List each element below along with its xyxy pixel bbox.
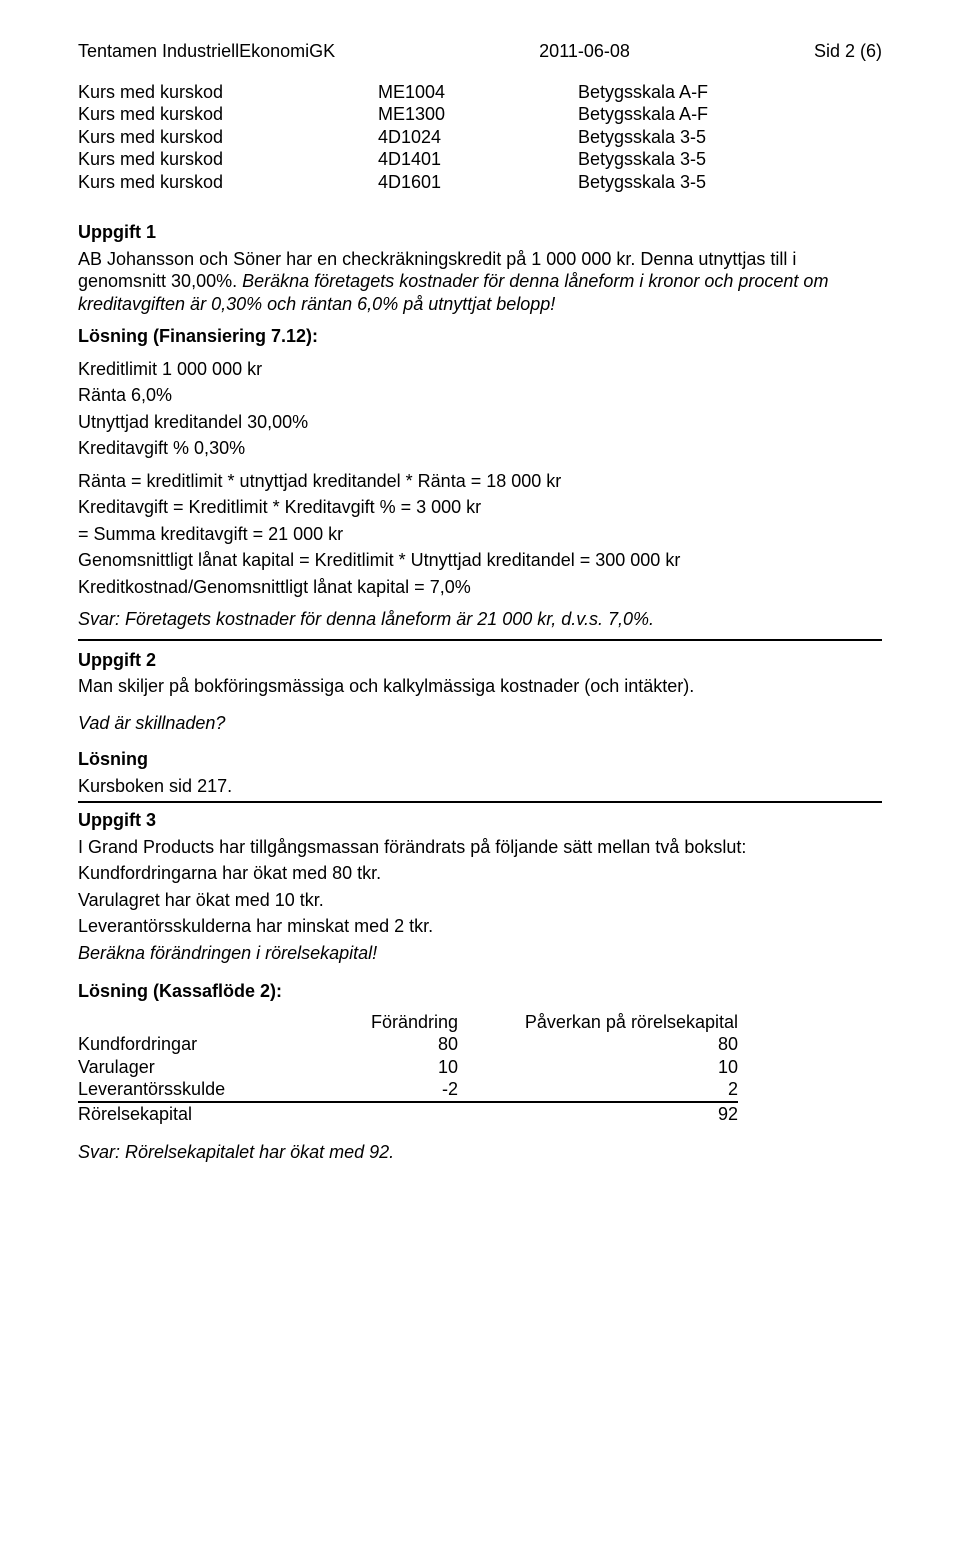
divider: [78, 639, 882, 641]
course-row: Kurs med kurskod ME1300 Betygsskala A-F: [78, 103, 882, 126]
solution-line: Kreditkostnad/Genomsnittligt lånat kapit…: [78, 576, 882, 599]
divider: [78, 801, 882, 803]
table-cell: 80: [488, 1033, 738, 1056]
course-label: Kurs med kurskod: [78, 148, 378, 171]
uppgift-2-solution-text: Kursboken sid 217.: [78, 775, 882, 798]
document-page: Tentamen IndustriellEkonomiGK 2011-06-08…: [0, 0, 960, 1541]
uppgift-3-line: Kundfordringarna har ökat med 80 tkr.: [78, 862, 882, 885]
table-cell: -2: [308, 1078, 488, 1103]
course-label: Kurs med kurskod: [78, 81, 378, 104]
table-cell: Leverantörsskulde: [78, 1078, 308, 1103]
course-scale: Betygsskala 3-5: [578, 126, 882, 149]
table-cell: Varulager: [78, 1056, 308, 1079]
uppgift-3-line: Leverantörsskulderna har minskat med 2 t…: [78, 915, 882, 938]
course-table: Kurs med kurskod ME1004 Betygsskala A-F …: [78, 81, 882, 194]
uppgift-3-line: Varulagret har ökat med 10 tkr.: [78, 889, 882, 912]
solution-line: Kreditlimit 1 000 000 kr: [78, 358, 882, 381]
uppgift-1: Uppgift 1 AB Johansson och Söner har en …: [78, 221, 882, 315]
course-row: Kurs med kurskod 4D1024 Betygsskala 3-5: [78, 126, 882, 149]
course-code: ME1004: [378, 81, 578, 104]
table-cell: [308, 1103, 488, 1126]
course-label: Kurs med kurskod: [78, 126, 378, 149]
uppgift-2-title: Uppgift 2: [78, 649, 882, 672]
table-cell: 2: [488, 1078, 738, 1103]
uppgift-1-title: Uppgift 1: [78, 221, 882, 244]
solution-line: Kreditavgift % 0,30%: [78, 437, 882, 460]
table-cell: 10: [488, 1056, 738, 1079]
solution-line: Ränta 6,0%: [78, 384, 882, 407]
uppgift-1-answer: Svar: Företagets kostnader för denna lån…: [78, 608, 882, 631]
table-row: Varulager 10 10: [78, 1056, 882, 1079]
table-cell: Kundfordringar: [78, 1033, 308, 1056]
course-scale: Betygsskala A-F: [578, 81, 882, 104]
table-cell: 80: [308, 1033, 488, 1056]
header-left: Tentamen IndustriellEkonomiGK: [78, 40, 335, 63]
course-scale: Betygsskala 3-5: [578, 148, 882, 171]
uppgift-3-text: I Grand Products har tillgångsmassan för…: [78, 836, 882, 859]
course-code: 4D1601: [378, 171, 578, 194]
course-row: Kurs med kurskod 4D1601 Betygsskala 3-5: [78, 171, 882, 194]
uppgift-3-answer: Svar: Rörelsekapitalet har ökat med 92.: [78, 1141, 882, 1164]
solution-line: Utnyttjad kreditandel 30,00%: [78, 411, 882, 434]
course-code: 4D1024: [378, 126, 578, 149]
uppgift-2-text: Man skiljer på bokföringsmässiga och kal…: [78, 675, 882, 698]
solution-line: Ränta = kreditlimit * utnyttjad kreditan…: [78, 470, 882, 493]
course-label: Kurs med kurskod: [78, 171, 378, 194]
table-head-cell: Påverkan på rörelsekapital: [488, 1011, 738, 1034]
course-label: Kurs med kurskod: [78, 103, 378, 126]
table-header: Förändring Påverkan på rörelsekapital: [78, 1011, 882, 1034]
course-scale: Betygsskala A-F: [578, 103, 882, 126]
table-cell: Rörelsekapital: [78, 1103, 308, 1126]
uppgift-3-table: Förändring Påverkan på rörelsekapital Ku…: [78, 1011, 882, 1126]
solution-line: Genomsnittligt lånat kapital = Kreditlim…: [78, 549, 882, 572]
solution-line: Kreditavgift = Kreditlimit * Kreditavgif…: [78, 496, 882, 519]
course-code: ME1300: [378, 103, 578, 126]
table-row: Leverantörsskulde -2 2: [78, 1078, 882, 1103]
course-row: Kurs med kurskod 4D1401 Betygsskala 3-5: [78, 148, 882, 171]
uppgift-3-title: Uppgift 3: [78, 809, 882, 832]
table-cell: 92: [488, 1103, 738, 1126]
table-total-row: Rörelsekapital 92: [78, 1103, 882, 1126]
table-cell: 10: [308, 1056, 488, 1079]
uppgift-2-solution-title: Lösning: [78, 748, 882, 771]
table-row: Kundfordringar 80 80: [78, 1033, 882, 1056]
page-header: Tentamen IndustriellEkonomiGK 2011-06-08…: [78, 40, 882, 63]
uppgift-1-calc: Ränta = kreditlimit * utnyttjad kreditan…: [78, 470, 882, 599]
uppgift-2-question: Vad är skillnaden?: [78, 712, 882, 735]
solution-line: = Summa kreditavgift = 21 000 kr: [78, 523, 882, 546]
header-date: 2011-06-08: [335, 40, 814, 63]
uppgift-3-question: Beräkna förändringen i rörelsekapital!: [78, 942, 882, 965]
table-head-cell: Förändring: [308, 1011, 488, 1034]
uppgift-1-solution-title: Lösning (Finansiering 7.12):: [78, 325, 882, 348]
table-head-cell: [78, 1011, 308, 1034]
uppgift-3-solution-title: Lösning (Kassaflöde 2):: [78, 980, 882, 1003]
course-scale: Betygsskala 3-5: [578, 171, 882, 194]
course-row: Kurs med kurskod ME1004 Betygsskala A-F: [78, 81, 882, 104]
course-code: 4D1401: [378, 148, 578, 171]
uppgift-1-inputs: Kreditlimit 1 000 000 kr Ränta 6,0% Utny…: [78, 358, 882, 460]
uppgift-1-text: AB Johansson och Söner har en checkräkni…: [78, 248, 882, 316]
header-page-number: Sid 2 (6): [814, 40, 882, 63]
